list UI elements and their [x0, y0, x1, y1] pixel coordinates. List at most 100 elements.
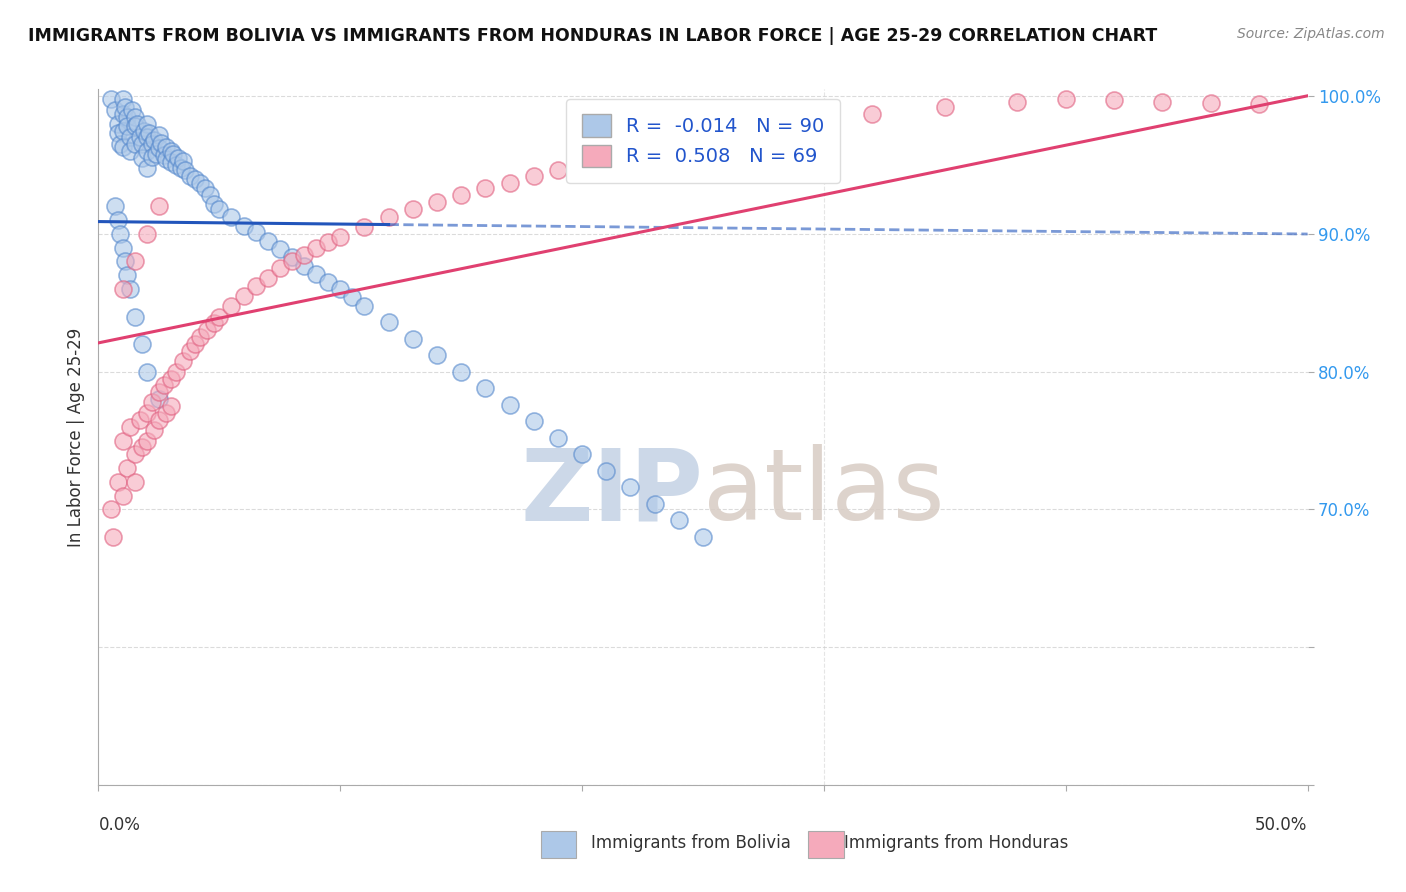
Point	[135, 130, 157, 145]
Point	[619, 480, 641, 494]
Point	[118, 282, 141, 296]
Point	[342, 290, 364, 304]
Point	[232, 289, 254, 303]
Point	[1199, 95, 1222, 110]
Point	[474, 181, 496, 195]
Text: atlas: atlas	[703, 444, 945, 541]
Point	[245, 226, 267, 240]
Point	[111, 434, 134, 448]
Point	[124, 475, 146, 489]
Point	[160, 399, 183, 413]
Point	[329, 282, 352, 296]
Point	[208, 202, 231, 216]
Point	[595, 464, 617, 478]
Point	[111, 241, 134, 255]
Legend: R =  -0.014   N = 90, R =  0.508   N = 69: R = -0.014 N = 90, R = 0.508 N = 69	[567, 99, 839, 183]
Point	[107, 126, 129, 140]
Point	[450, 188, 472, 202]
Point	[128, 130, 150, 145]
Point	[165, 365, 187, 379]
Point	[377, 211, 399, 225]
Text: Immigrants from Bolivia: Immigrants from Bolivia	[591, 834, 790, 852]
Point	[179, 169, 201, 183]
Point	[195, 323, 218, 337]
Point	[188, 330, 211, 344]
Point	[221, 298, 243, 312]
Point	[148, 141, 170, 155]
Point	[377, 315, 399, 329]
Point	[221, 211, 243, 225]
Point	[143, 133, 166, 147]
Text: 50.0%: 50.0%	[1256, 816, 1308, 834]
Point	[547, 163, 569, 178]
Point	[127, 117, 149, 131]
Point	[208, 310, 231, 324]
Point	[148, 128, 170, 142]
Point	[141, 395, 163, 409]
Point	[644, 497, 666, 511]
Point	[152, 148, 174, 162]
Point	[498, 398, 520, 412]
Point	[595, 153, 617, 167]
Point	[118, 130, 141, 145]
Point	[114, 100, 136, 114]
Point	[100, 502, 122, 516]
Point	[111, 140, 134, 154]
Point	[474, 381, 496, 395]
Point	[167, 151, 190, 165]
Point	[131, 337, 153, 351]
Point	[114, 254, 136, 268]
Point	[194, 181, 217, 195]
Point	[117, 268, 139, 283]
Point	[281, 254, 304, 268]
Point	[353, 219, 375, 234]
Point	[111, 489, 134, 503]
Point	[135, 161, 157, 175]
Point	[135, 145, 157, 159]
Point	[305, 241, 328, 255]
Point	[184, 171, 207, 186]
Point	[172, 353, 194, 368]
Point	[571, 158, 593, 172]
Point	[256, 234, 278, 248]
Point	[152, 378, 174, 392]
Point	[402, 332, 425, 346]
Point	[143, 423, 166, 437]
Point	[316, 235, 339, 249]
Point	[281, 250, 304, 264]
Point	[716, 128, 738, 142]
Text: Source: ZipAtlas.com: Source: ZipAtlas.com	[1237, 27, 1385, 41]
Point	[198, 188, 221, 202]
Point	[135, 227, 157, 241]
Point	[668, 513, 690, 527]
Point	[121, 103, 143, 117]
Point	[179, 343, 201, 358]
Point	[107, 117, 129, 131]
Point	[329, 229, 352, 244]
Point	[1054, 92, 1077, 106]
Point	[124, 110, 146, 124]
Point	[108, 227, 131, 241]
Point	[131, 151, 153, 165]
Point	[160, 145, 183, 159]
Point	[141, 137, 163, 152]
Point	[498, 176, 520, 190]
Point	[813, 112, 835, 127]
Point	[131, 441, 153, 455]
Point	[124, 447, 146, 461]
Point	[155, 406, 177, 420]
Point	[155, 140, 177, 154]
Point	[117, 110, 139, 124]
Point	[135, 406, 157, 420]
Point	[100, 92, 122, 106]
Point	[256, 271, 278, 285]
Point	[148, 392, 170, 407]
Point	[148, 413, 170, 427]
Point	[118, 145, 141, 159]
Point	[245, 279, 267, 293]
Point	[162, 147, 184, 161]
Point	[108, 137, 131, 152]
Point	[172, 153, 194, 168]
Point	[107, 213, 129, 227]
Point	[117, 120, 139, 134]
